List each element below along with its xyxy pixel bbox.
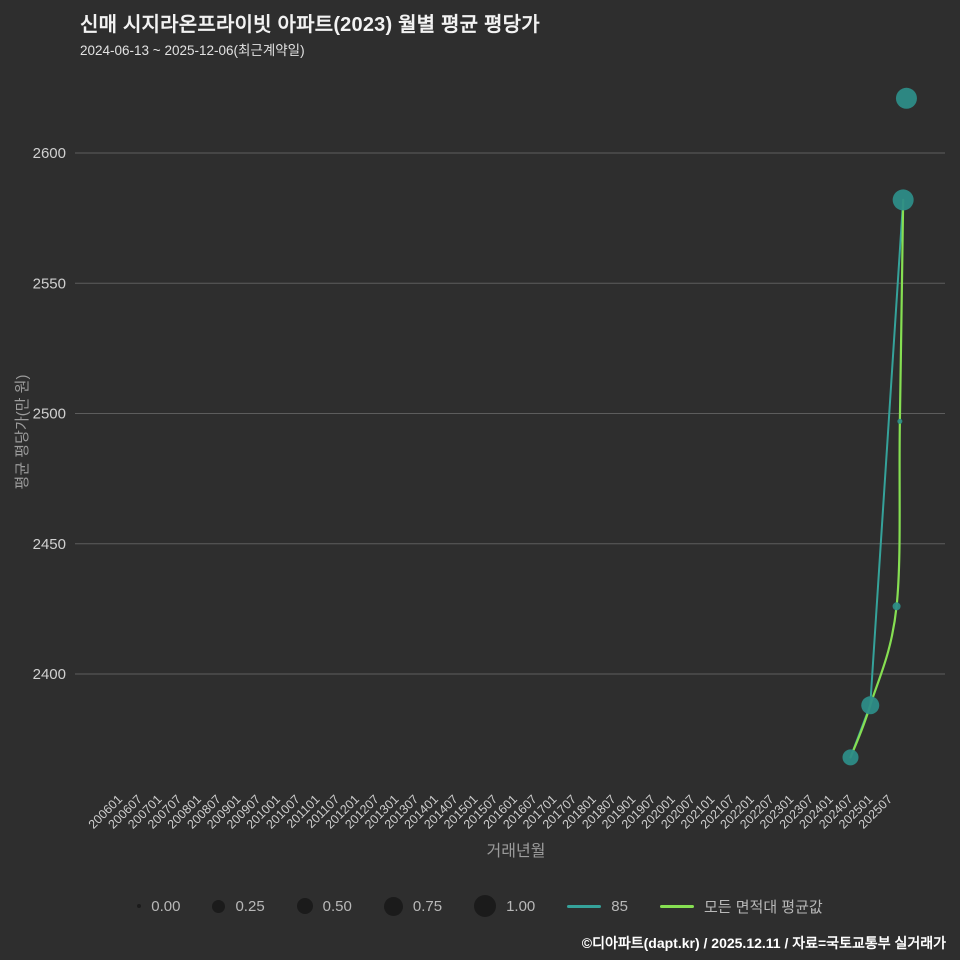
legend-size-label: 0.75 (412, 897, 443, 915)
y-tick-label: 2600 (33, 145, 66, 162)
legend-series-label: 모든 면적대 평균값 (703, 898, 823, 916)
data-point (892, 189, 914, 211)
legend-series-line (659, 904, 694, 908)
legend-size-dot (212, 899, 226, 913)
legend-size-dot (137, 904, 142, 908)
copyright-credit: ©디아파트(dapt.kr) / 2025.12.11 / 자료=국토교통부 실… (581, 935, 946, 951)
legend-size-label: 1.00 (506, 897, 536, 915)
legend-size-item: 0.50 (296, 897, 352, 915)
chart-canvas: 2400245025002550260020060120060720070120… (14, 87, 945, 860)
legend-size-item: 0.75 (383, 896, 443, 916)
data-point (861, 696, 880, 715)
legend-size-label: 0.25 (235, 897, 265, 915)
legend-series-line (567, 904, 602, 908)
chart-subtitle: 2024-06-13 ~ 2025-12-06(최근계약일) (80, 43, 305, 58)
legend-size-item: 0.25 (212, 897, 265, 915)
chart-legend: 0.00 0.25 0.50 0.75 1.00 85 모든 면적대 평균값 (0, 884, 960, 928)
legend-series-item: 85 (567, 898, 628, 915)
y-tick-label: 2400 (33, 666, 66, 683)
legend-size-dot (383, 896, 403, 916)
legend-series-label: 85 (611, 897, 628, 915)
y-tick-label: 2450 (33, 536, 66, 553)
legend-size-dot (474, 895, 497, 917)
chart-title: 신매 시지라온프라이빗 아파트(2023) 월별 평균 평당가 (80, 14, 540, 36)
data-point (892, 602, 901, 611)
legend-series-item: 모든 면적대 평균값 (659, 896, 823, 917)
data-point (895, 87, 917, 109)
legend-size-label: 0.50 (322, 897, 352, 915)
legend-size-item: 0.00 (137, 898, 180, 915)
y-tick-label: 2550 (33, 275, 66, 292)
y-axis-title: 평균 평당가(만 원) (14, 375, 31, 490)
y-tick-label: 2500 (33, 406, 66, 423)
legend-size-item: 1.00 (474, 895, 535, 917)
x-axis-title: 거래년월 (487, 842, 546, 860)
data-point (842, 749, 859, 766)
legend-size-dot (296, 898, 313, 914)
legend-size-label: 0.00 (151, 897, 181, 915)
data-point (897, 418, 903, 424)
